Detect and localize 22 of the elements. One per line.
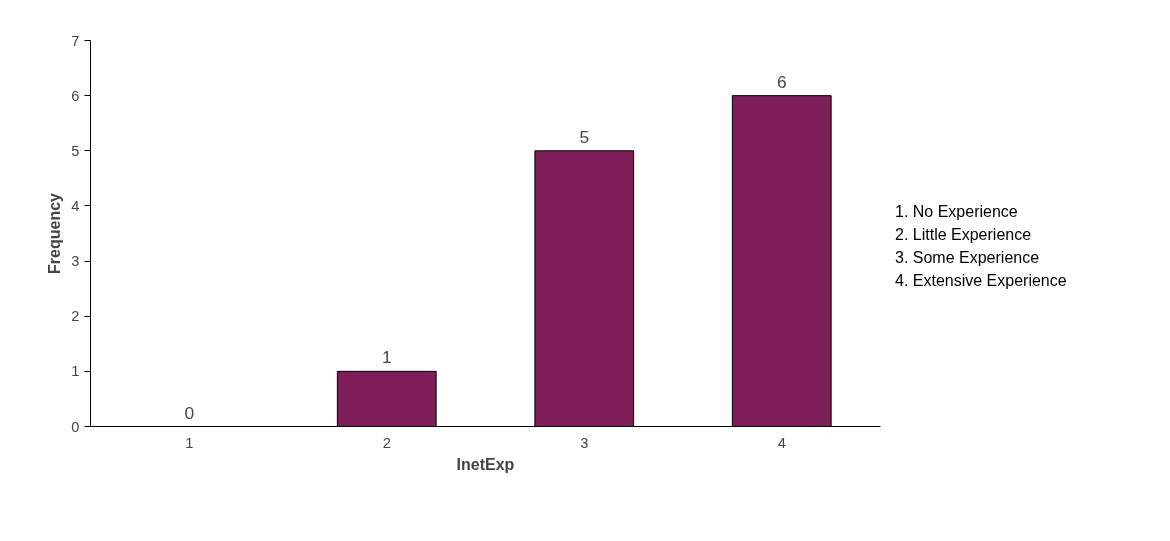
y-tick-label: 7 — [71, 32, 80, 49]
data-label: 0 — [184, 402, 195, 423]
text: 4. Extensive Experience — [895, 271, 1067, 291]
text: 1. No Experience — [895, 202, 1019, 222]
y-tick-label: 5 — [71, 142, 80, 159]
y-axis-title: Frequency — [46, 192, 64, 274]
y-tick-label: 3 — [71, 253, 80, 270]
x-tick-label: 4 — [777, 434, 786, 451]
x-tick-label: 1 — [185, 434, 194, 451]
data-label: 1 — [381, 347, 392, 368]
x-tick-label: 3 — [580, 434, 589, 451]
data-label: 6 — [776, 71, 787, 92]
y-tick-label: 2 — [71, 308, 80, 325]
text: 2. Little Experience — [895, 225, 1033, 245]
x-tick-label: 2 — [382, 434, 391, 451]
y-tick-label: 4 — [71, 197, 80, 214]
text: 3. Some Experience — [895, 248, 1041, 268]
x-axis-title: InetExp — [456, 455, 515, 473]
y-tick-label: 1 — [71, 363, 80, 380]
y-tick-label: 0 — [71, 418, 80, 435]
data-label: 5 — [579, 126, 590, 147]
y-tick-label: 6 — [71, 87, 80, 104]
